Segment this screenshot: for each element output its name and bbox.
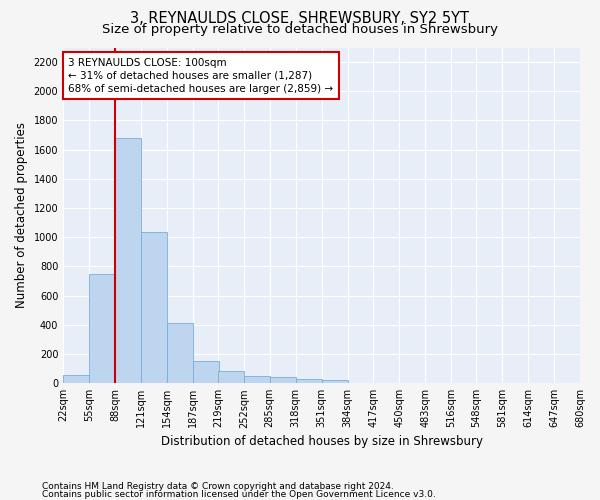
Text: Contains public sector information licensed under the Open Government Licence v3: Contains public sector information licen… [42,490,436,499]
Bar [322,380,347,383]
Y-axis label: Number of detached properties: Number of detached properties [15,122,28,308]
Bar [270,378,296,383]
Bar [167,324,193,383]
Bar [141,232,167,383]
Bar [296,379,322,383]
Bar [115,138,141,383]
Bar [89,274,115,383]
Text: Contains HM Land Registry data © Crown copyright and database right 2024.: Contains HM Land Registry data © Crown c… [42,482,394,491]
Bar [218,371,244,383]
Bar [193,360,218,383]
Bar [63,375,89,383]
Text: Size of property relative to detached houses in Shrewsbury: Size of property relative to detached ho… [102,22,498,36]
X-axis label: Distribution of detached houses by size in Shrewsbury: Distribution of detached houses by size … [161,434,482,448]
Text: 3 REYNAULDS CLOSE: 100sqm
← 31% of detached houses are smaller (1,287)
68% of se: 3 REYNAULDS CLOSE: 100sqm ← 31% of detac… [68,58,334,94]
Bar [244,376,270,383]
Text: 3, REYNAULDS CLOSE, SHREWSBURY, SY2 5YT: 3, REYNAULDS CLOSE, SHREWSBURY, SY2 5YT [131,11,470,26]
